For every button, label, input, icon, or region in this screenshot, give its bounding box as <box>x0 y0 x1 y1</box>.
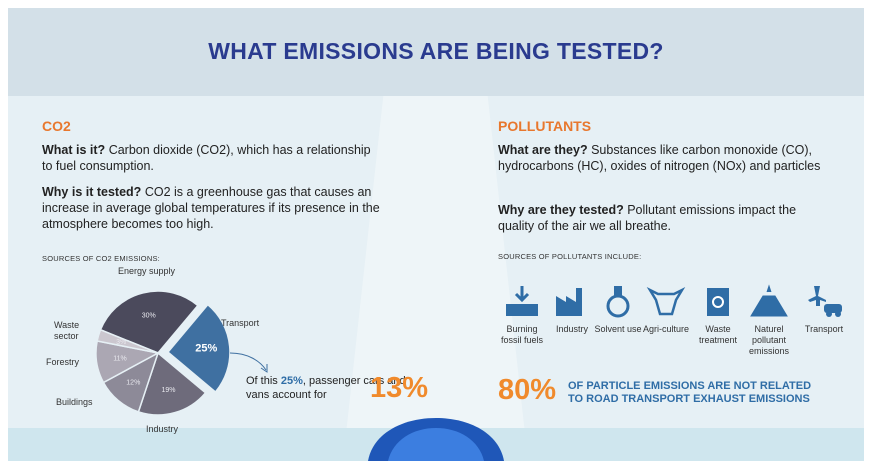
slice-label: 12% <box>126 379 140 386</box>
pie-slice <box>96 328 159 354</box>
callout-text: Of this <box>246 375 281 387</box>
pollutants-sources-heading: SOURCES OF POLLUTANTS INCLUDE: <box>498 252 642 261</box>
arrow-head <box>260 364 268 373</box>
question: What is it? <box>42 143 106 157</box>
category-label: Energy supply <box>118 266 176 276</box>
infographic: WHAT EMISSIONS ARE BEING TESTED? CO2 Wha… <box>8 8 864 461</box>
slice-label: 11% <box>113 356 127 363</box>
co2-sources-heading: SOURCES OF CO2 EMISSIONS: <box>42 254 160 263</box>
answer: Substances like carbon monoxide (CO), hy… <box>498 143 821 173</box>
slice-label: 19% <box>161 387 175 394</box>
category-label: Transport <box>221 318 260 328</box>
co2-callout: Of this 25%, passenger cars and vans acc… <box>246 374 416 402</box>
icon-shape <box>707 288 729 316</box>
source-label: Transport <box>804 324 844 334</box>
icon-shape <box>826 311 832 317</box>
icon-shape <box>646 286 686 316</box>
answer: CO2 is a greenhouse gas that causes an i… <box>42 185 380 231</box>
callout-arrow <box>229 352 267 371</box>
stat-figure: 80% <box>498 374 557 406</box>
source-label: Waste treatment <box>698 324 738 345</box>
stat-text: OF PARTICLE EMISSIONS ARE NOT RELATED TO… <box>568 380 812 405</box>
light-beam <box>343 8 528 461</box>
pie-slice <box>166 303 231 394</box>
icon-shape <box>514 286 530 303</box>
co2-heading: CO2 <box>42 118 71 134</box>
question: Why are they tested? <box>498 203 624 217</box>
category-label: Industry <box>146 424 179 434</box>
question: Why is it tested? <box>42 185 142 199</box>
title-band <box>8 8 864 96</box>
category-label: Forestry <box>46 357 80 367</box>
answer: Carbon dioxide (CO2), which has a relati… <box>42 143 371 173</box>
source-label: Industry <box>555 324 588 334</box>
source-icon <box>808 286 842 317</box>
icon-shape <box>556 288 582 316</box>
answer: Pollutant emissions impact the quality o… <box>498 203 797 233</box>
callout-highlight: 25% <box>280 375 303 387</box>
pie-chart: 30% 25% 19% 12% 11% 3% <box>95 290 268 416</box>
question: What are they? <box>498 143 588 157</box>
source-icon <box>556 288 582 316</box>
source-icon <box>606 286 630 318</box>
background-art <box>8 8 864 461</box>
icon-shape <box>824 304 842 313</box>
source-icon <box>646 286 686 316</box>
category-label: Waste sector <box>54 320 80 341</box>
source-label: Burning fossil fuels <box>500 324 544 345</box>
icon-shape <box>506 304 538 316</box>
source-icon <box>750 284 788 317</box>
co2-what: What is it? Carbon dioxide (CO2), which … <box>42 142 372 174</box>
source-label: Naturel pollutant emissions <box>748 324 789 356</box>
icon-shape <box>712 296 724 308</box>
icon-shape <box>614 286 622 296</box>
pollutants-heading: POLLUTANTS <box>498 118 592 134</box>
title: WHAT EMISSIONS ARE BEING TESTED? <box>208 38 664 64</box>
pie-slice <box>137 351 207 416</box>
icon-shape <box>835 311 841 317</box>
icon-shape <box>750 284 788 317</box>
car-window <box>388 428 484 461</box>
slice-label: 25% <box>195 343 217 355</box>
source-icon <box>707 288 729 316</box>
source-label: Solvent use <box>594 324 642 334</box>
callout-figure: 13% <box>370 372 429 404</box>
co2-why: Why is it tested? CO2 is a greenhouse ga… <box>42 184 382 232</box>
callout-text: , passenger cars and vans account for <box>246 375 406 401</box>
pollutants-why: Why are they tested? Pollutant emissions… <box>498 202 828 234</box>
source-label: Agri-culture <box>642 324 689 334</box>
slice-label: 30% <box>142 313 156 320</box>
icon-shape <box>606 294 630 318</box>
slice-label: 3% <box>116 339 126 346</box>
pollutants-what: What are they? Substances like carbon mo… <box>498 142 838 174</box>
source-icon <box>506 286 538 316</box>
pie-slice <box>99 290 199 354</box>
category-label: Buildings <box>56 397 93 407</box>
icon-shape <box>808 286 826 306</box>
